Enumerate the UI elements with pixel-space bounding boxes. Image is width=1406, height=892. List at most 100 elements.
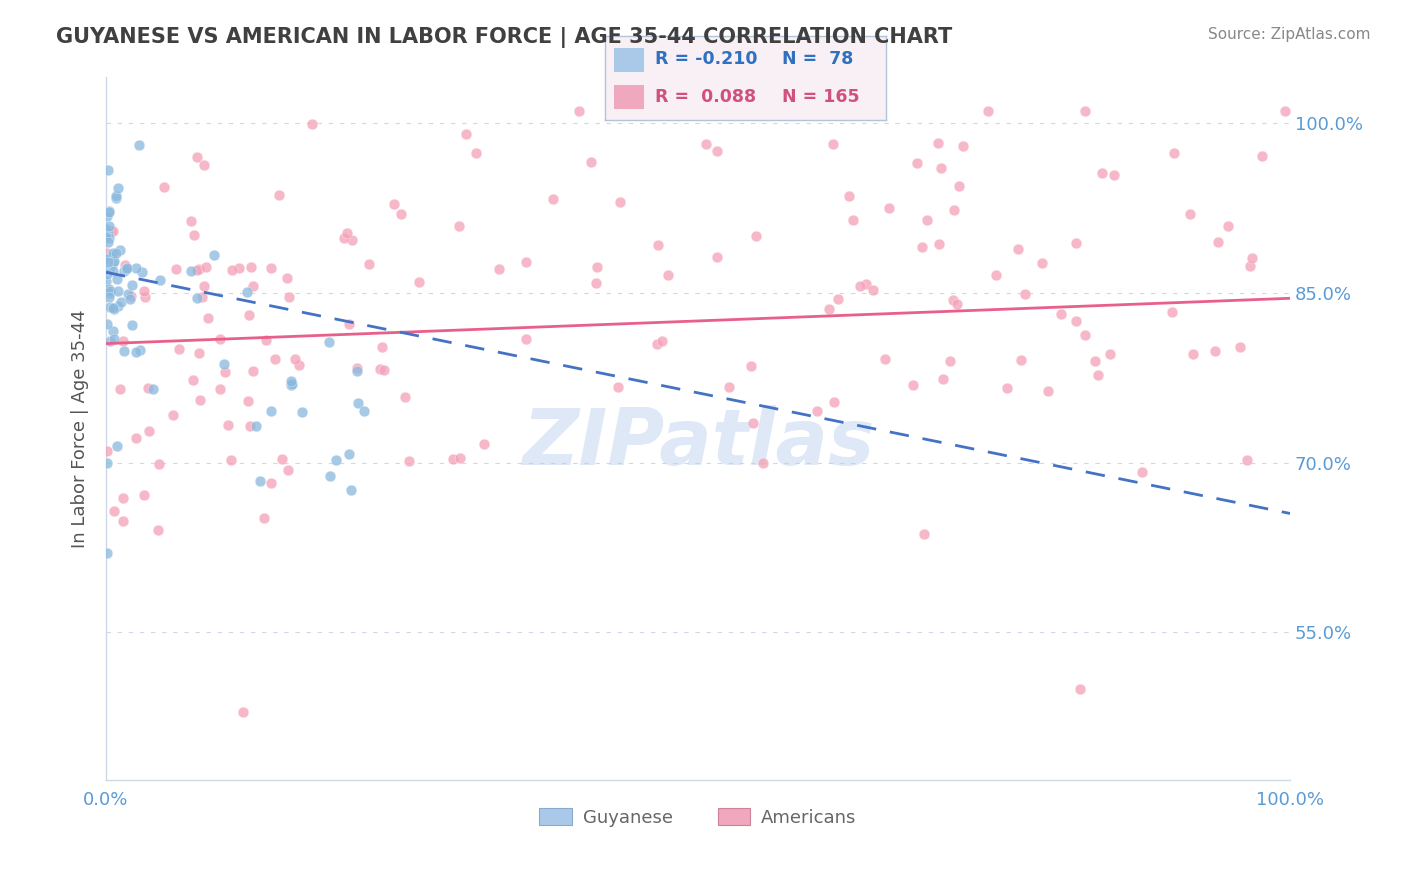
Point [96,546,118,560]
Point [212,357,235,371]
Point [325,453,347,467]
Point [193,158,215,172]
Point [100,224,122,238]
Point [208,382,231,396]
Point [301,117,323,131]
Point [384,196,406,211]
Point [284,352,307,367]
Point [270,452,292,467]
Point [219,453,242,467]
Point [515,332,537,346]
Point [1069,681,1091,696]
Point [96,456,118,470]
Point [1010,353,1032,368]
Point [873,351,896,366]
Point [609,195,631,210]
Point [277,463,299,477]
Point [1007,243,1029,257]
Point [107,272,129,286]
Point [136,381,159,395]
Point [441,451,464,466]
Point [823,395,845,409]
Point [98,285,121,299]
Point [124,261,146,276]
Point [239,418,262,433]
Point [98,219,121,234]
Point [706,251,728,265]
Point [945,297,967,311]
Point [740,359,762,374]
Point [741,416,763,430]
Point [942,203,965,218]
Point [449,451,471,466]
Point [183,228,205,243]
Point [332,231,354,245]
Point [454,127,477,141]
Point [1064,314,1087,328]
Point [120,292,142,306]
Point [948,179,970,194]
Point [928,236,950,251]
Point [98,204,121,219]
Point [1182,347,1205,361]
Point [1251,149,1274,163]
Point [647,238,669,252]
Point [1038,384,1060,398]
Point [1031,256,1053,270]
Point [96,221,118,235]
Point [1099,347,1122,361]
Point [280,377,302,392]
Point [202,248,225,262]
Point [932,372,955,386]
Point [901,378,924,392]
Point [281,376,304,391]
Point [911,240,934,254]
Point [186,263,208,277]
Point [103,256,125,270]
Point [939,354,962,368]
Point [291,405,314,419]
Point [128,343,150,358]
Point [357,257,380,271]
Point [148,457,170,471]
Point [1216,219,1239,233]
Point [398,454,420,468]
Point [1274,104,1296,119]
Point [107,284,129,298]
Point [188,345,211,359]
Point [146,523,169,537]
Point [111,334,134,349]
Point [318,335,340,350]
Bar [613,84,644,110]
Point [110,244,132,258]
Point [373,362,395,376]
Point [97,254,120,268]
Point [197,311,219,326]
Point [115,260,138,275]
Point [917,213,939,227]
Point [745,228,768,243]
Point [236,393,259,408]
Point [249,475,271,489]
Point [97,162,120,177]
Point [1236,452,1258,467]
Point [1074,104,1097,119]
Point [98,286,121,301]
Point [103,503,125,517]
Point [121,278,143,293]
Point [191,290,214,304]
Point [125,344,148,359]
Point [821,137,844,152]
Point [1091,166,1114,180]
Point [976,104,998,119]
Point [181,373,204,387]
Point [827,292,849,306]
Point [121,289,143,303]
Point [260,404,283,418]
Point [651,334,673,348]
Point [319,469,342,483]
Point [941,293,963,307]
Point [94,230,117,244]
Point [337,447,360,461]
Text: R = -0.210: R = -0.210 [655,51,758,69]
